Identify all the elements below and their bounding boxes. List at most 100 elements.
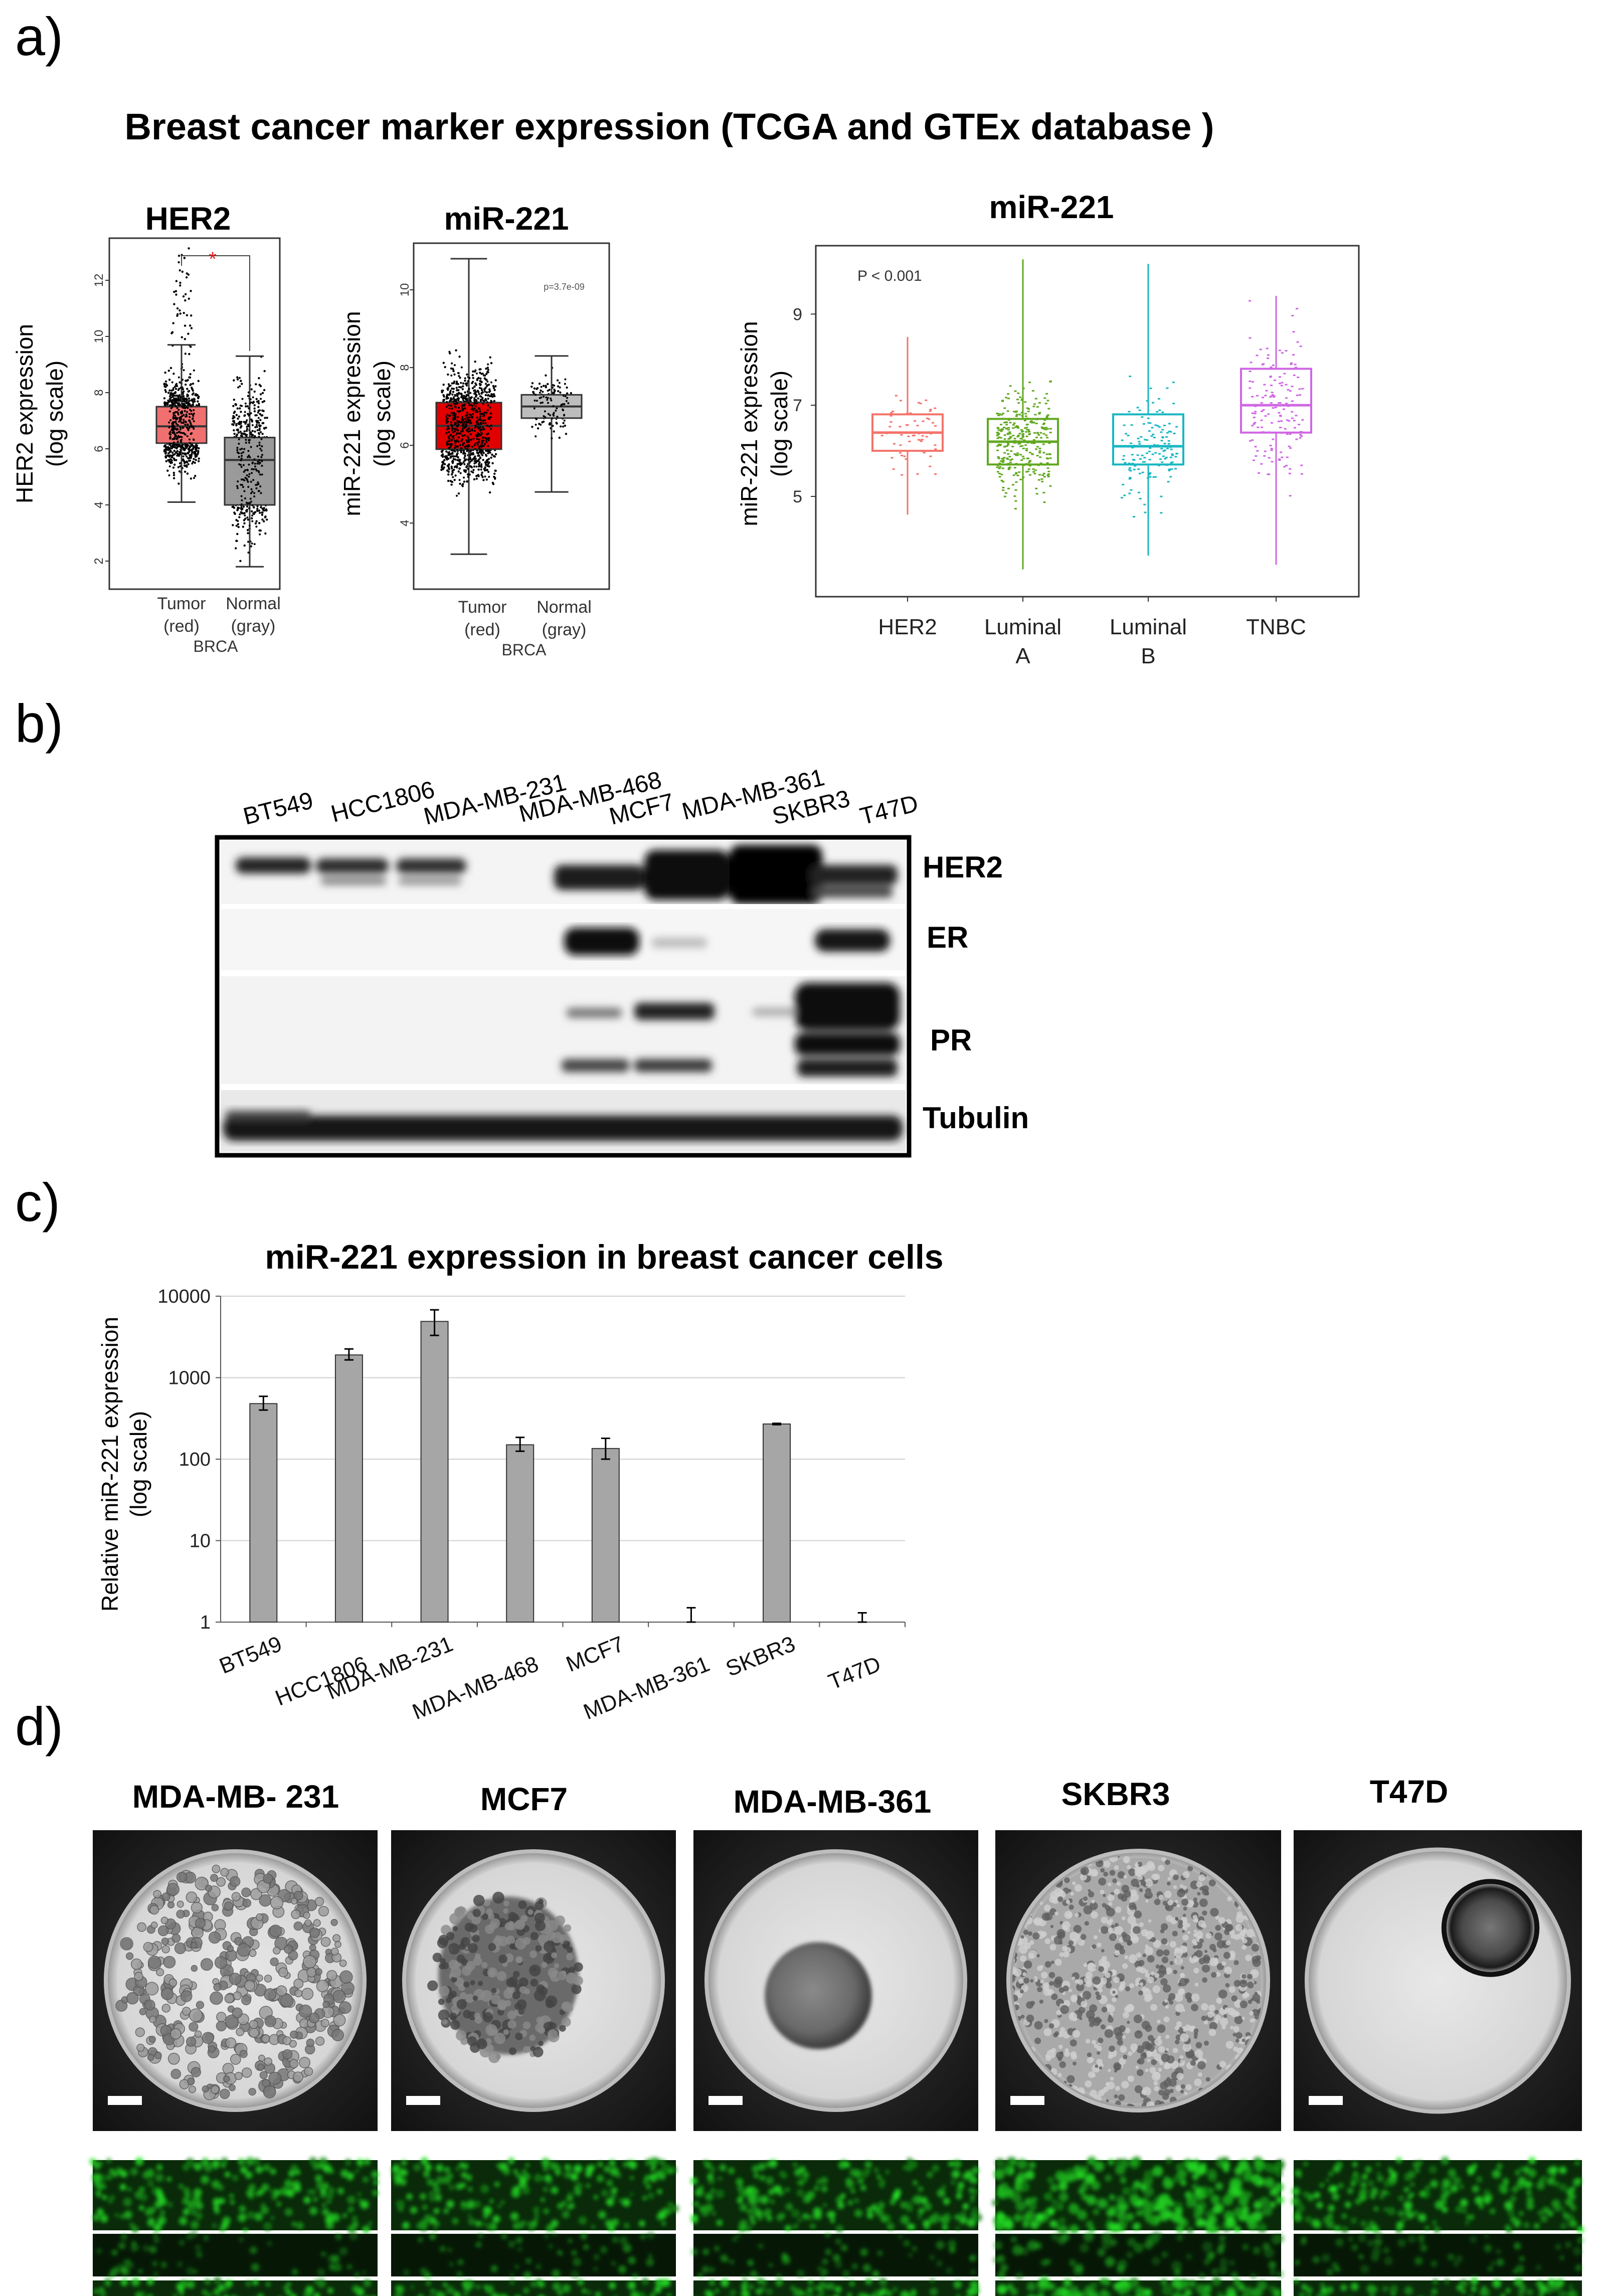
her2-normal-point <box>232 524 234 526</box>
subtype-point <box>1171 454 1174 456</box>
her2-normal-overlay-point <box>260 492 262 494</box>
mir-normal-overlay-point <box>559 386 561 389</box>
mir-tumor-point <box>458 356 461 358</box>
subtype-point <box>934 425 937 427</box>
her2-tumor-point <box>173 463 176 466</box>
her2-tumor-overlay-point <box>169 461 172 463</box>
mir-tumor-overlay-point <box>479 384 481 387</box>
subtype-point <box>1005 397 1008 399</box>
mir-tumor-point <box>493 476 496 479</box>
mir-tumor-point <box>482 479 485 481</box>
subtype-point <box>1156 444 1159 446</box>
subtype-point <box>1175 452 1178 454</box>
her2-tumor-overlay-point <box>192 390 194 392</box>
cell-cluster <box>330 1948 339 1956</box>
subtype-point <box>1015 415 1018 417</box>
her2-normal-overlay-point <box>254 465 256 468</box>
mir-tumor-overlay-point <box>478 418 480 421</box>
her2-tumor-outlier <box>190 290 192 292</box>
mir-normal-overlay-point <box>540 386 543 388</box>
subtype-point <box>1002 460 1005 462</box>
bar-xlabel: MCF7 <box>563 1632 627 1677</box>
subtype-point <box>1022 435 1025 437</box>
her2-normal-overlay-point <box>251 514 254 517</box>
mir-normal-overlay-point <box>535 435 537 438</box>
mir-tumor-overlay-point <box>464 423 467 426</box>
her2-tumor-overlay-point <box>168 410 171 413</box>
subtype-point <box>1129 376 1132 378</box>
her2-tumor-overlay-point <box>172 441 175 444</box>
mir-tumor-point <box>444 366 446 369</box>
her2-tumor-overlay-point <box>176 424 179 426</box>
mir-tumor-point <box>475 477 478 480</box>
subtype-ytick-label: 7 <box>793 396 802 415</box>
her2-normal-overlay-point <box>238 377 241 379</box>
mir-tumor-overlay-point <box>469 458 472 460</box>
her2-tumor-outlier <box>186 272 188 275</box>
her2-normal-overlay-point <box>249 402 251 405</box>
cell-cluster <box>166 1883 180 1896</box>
mir-normal-point <box>557 390 560 393</box>
mir-tumor-overlay-point <box>466 418 469 420</box>
her2-tumor-overlay-point <box>190 455 193 457</box>
subtype-point <box>928 418 931 420</box>
her2-tumor-point <box>171 454 173 457</box>
subtype-point <box>1021 415 1024 417</box>
mir-tumor-point <box>494 385 497 388</box>
her2-tumor-point <box>182 446 185 449</box>
her2-tumor-overlay-point <box>171 456 173 458</box>
subtype-point <box>1045 453 1048 455</box>
mir-tumor-overlay-point <box>470 470 473 473</box>
her2-tumor-point <box>182 452 185 455</box>
her2-tumor-overlay-point <box>193 428 195 430</box>
cell-cluster <box>145 1982 159 1996</box>
subtype-point <box>1174 456 1177 458</box>
subtype-point <box>1043 476 1046 478</box>
subtype-point <box>889 426 892 428</box>
subtype-point <box>925 436 928 438</box>
her2-tumor-overlay-point <box>174 391 177 393</box>
mir-normal-point <box>559 391 562 394</box>
subtype-point <box>1169 476 1172 478</box>
subtype-point <box>1139 498 1142 500</box>
mir-tumor-overlay-point <box>449 456 452 458</box>
subtype-point <box>1128 467 1131 469</box>
cell-cluster <box>249 2027 259 2038</box>
mir-tumor-point <box>490 362 493 365</box>
mir-tumor-point <box>478 454 480 457</box>
mir-pvalue: p=3.7e-09 <box>544 282 585 292</box>
subtype-point <box>895 395 898 397</box>
her2-tumor-point <box>197 400 199 403</box>
mir-normal-point <box>557 385 560 388</box>
cell-cluster <box>256 1913 264 1921</box>
mir-tumor-overlay-point <box>452 431 455 434</box>
her2-tumor-point <box>186 472 189 475</box>
her2-ytick-label: 10 <box>92 330 106 343</box>
cell-cluster <box>241 1995 251 2006</box>
her2-normal-overlay-point <box>251 434 254 436</box>
cell-cluster <box>259 2071 268 2079</box>
subtype-point <box>1289 433 1292 435</box>
her2-normal-point <box>266 417 268 419</box>
her2-tumor-point <box>195 459 197 461</box>
subtype-point <box>1153 437 1156 439</box>
her2-normal-overlay-point <box>251 490 254 493</box>
mir-tumor-overlay-point <box>451 429 453 431</box>
her2-tumor-overlay-point <box>177 435 180 437</box>
her2-tumor-overlay-point <box>192 447 195 449</box>
subtype-point <box>1049 485 1052 487</box>
her2-normal-point <box>233 421 236 424</box>
subtype-point <box>1028 433 1031 435</box>
her2-normal-point <box>247 413 249 415</box>
subtype-point <box>1286 433 1289 435</box>
subtype-point <box>1129 470 1132 472</box>
her2-tumor-overlay-point <box>182 392 184 394</box>
subtype-point <box>1046 462 1049 464</box>
subtype-point <box>1270 449 1273 451</box>
subtype-point <box>1010 458 1013 460</box>
subtype-point <box>1016 474 1019 476</box>
subtype-point <box>1280 451 1283 453</box>
cell-cluster <box>304 1919 312 1927</box>
mir-normal-overlay-point <box>535 394 537 396</box>
mir-normal-overlay-point <box>553 412 555 414</box>
